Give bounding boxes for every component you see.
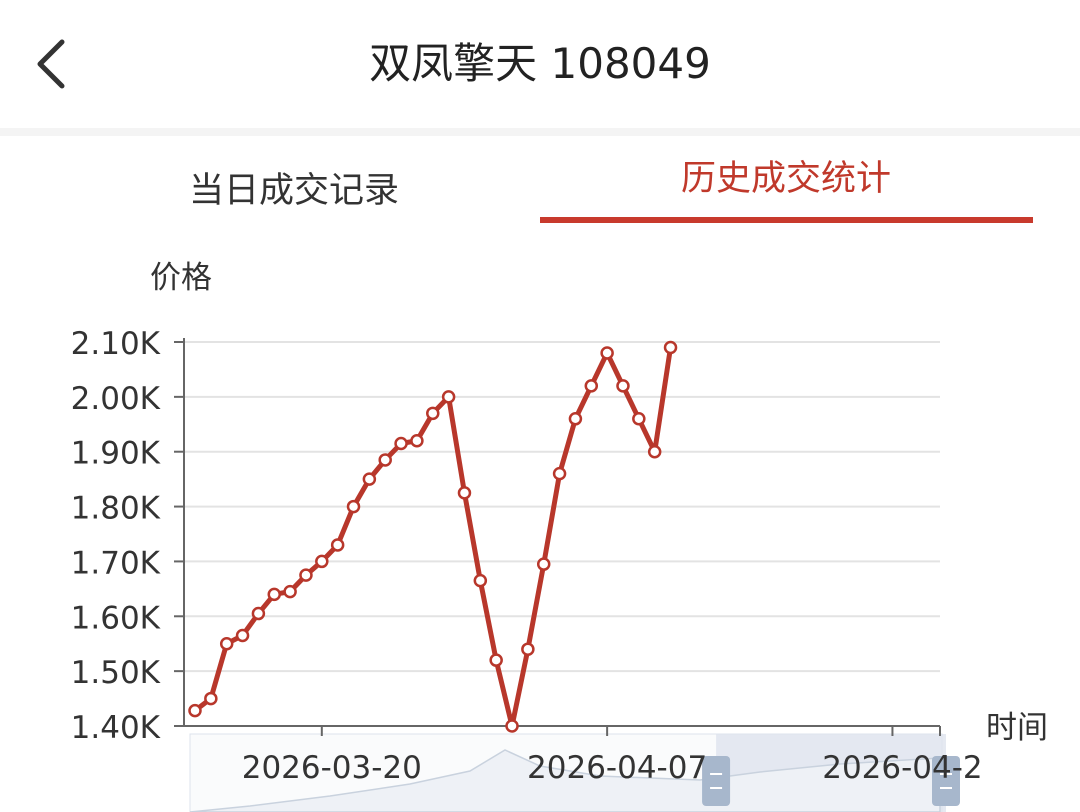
data-point [568, 412, 583, 426]
x-axis-title: 时间 [986, 710, 1048, 746]
chart-axes [174, 338, 941, 736]
y-tick-label: 1.40K [71, 710, 161, 746]
data-point [394, 436, 408, 451]
data-point [235, 628, 250, 643]
data-point [283, 584, 297, 599]
data-point [521, 642, 535, 656]
data-point [552, 466, 567, 481]
y-tick-label: 2.10K [71, 326, 161, 362]
data-point [219, 636, 234, 651]
data-point [410, 433, 424, 448]
data-point [346, 499, 361, 514]
y-axis-title: 价格 [150, 260, 212, 296]
zoom-left-handle [702, 756, 731, 806]
data-point [616, 379, 630, 393]
series-line [193, 347, 674, 729]
data-point [441, 390, 456, 404]
data-point [330, 538, 345, 552]
data-zoom-slider[interactable] [189, 733, 960, 812]
x-tick-label: 2026-03-20 [242, 750, 422, 786]
data-point [188, 703, 202, 718]
data-point [505, 719, 519, 733]
chart-grid [184, 341, 940, 673]
chart-series [188, 340, 678, 733]
back-button[interactable] [30, 32, 78, 96]
x-tick-label: 2026-04-2 [822, 750, 982, 786]
chevron-left-icon [37, 39, 65, 89]
navigation-bar: 双凤擎天 108049 [0, 0, 1080, 128]
data-point [315, 554, 329, 569]
data-point [489, 653, 503, 667]
data-point [584, 379, 599, 393]
data-point [536, 557, 551, 571]
tab-history-stats[interactable]: 历史成交统计 [680, 159, 891, 199]
data-point [663, 340, 678, 355]
data-point [267, 587, 282, 602]
x-tick-label: 2026-04-07 [527, 750, 707, 786]
tab-daily-records[interactable]: 当日成交记录 [188, 171, 399, 211]
chart-labels: 1.40K 1.50K 1.60K 1.70K 1.80K 1.90K 2.00K 2.10K… [71, 260, 1048, 786]
page-title: 双凤擎天 108049 [369, 39, 711, 88]
y-tick-label: 1.50K [71, 655, 161, 691]
zoom-preview-area [189, 749, 941, 812]
data-point [632, 412, 646, 426]
y-tick-label: 2.00K [71, 381, 161, 417]
data-point [473, 573, 488, 588]
price-line-chart: 1.40K 1.50K 1.60K 1.70K 1.80K 1.90K 2.00K 2.10K… [71, 260, 1048, 812]
y-tick-label: 1.90K [71, 436, 161, 472]
active-tab-indicator [540, 217, 1033, 223]
data-point [457, 486, 472, 500]
header-divider [0, 128, 1080, 136]
zoom-right-handle [932, 756, 960, 806]
data-point [299, 568, 313, 582]
data-point [426, 406, 440, 421]
data-point [362, 472, 377, 486]
y-tick-label: 1.70K [71, 545, 161, 581]
data-point [378, 453, 392, 467]
data-point [251, 606, 266, 621]
data-point [204, 691, 218, 706]
data-point [647, 444, 662, 459]
y-tick-label: 1.80K [71, 491, 161, 527]
y-tick-label: 1.60K [71, 600, 161, 636]
data-point [600, 346, 614, 360]
